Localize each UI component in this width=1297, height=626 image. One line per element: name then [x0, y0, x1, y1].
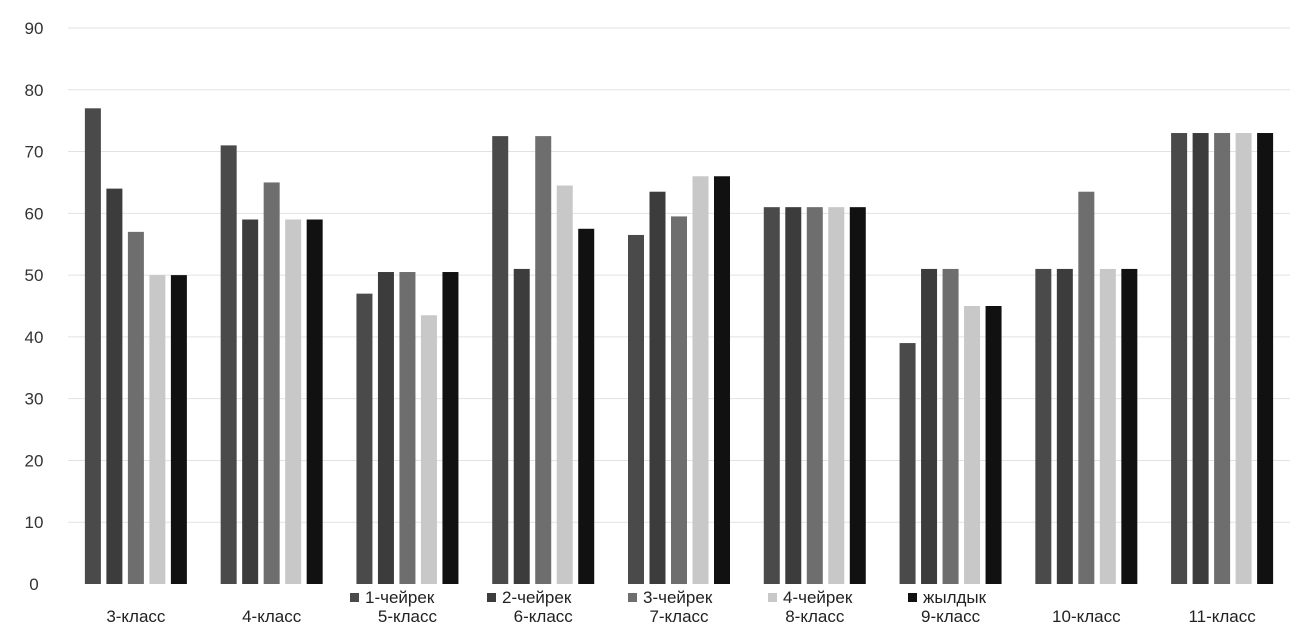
- x-category-label: 6-класс: [514, 607, 574, 626]
- bar: [1035, 268, 1052, 584]
- bar: [1056, 268, 1073, 584]
- bar: [849, 207, 866, 584]
- bar: [170, 275, 187, 584]
- bar: [242, 219, 259, 584]
- bar: [535, 136, 552, 584]
- bar: [556, 185, 573, 585]
- x-category-label: 9-класс: [921, 607, 981, 626]
- legend-swatch: [350, 593, 359, 602]
- legend-label: жылдык: [923, 588, 987, 607]
- x-category-label: 3-класс: [106, 607, 166, 626]
- y-tick-label: 70: [25, 143, 44, 162]
- bar: [692, 176, 709, 584]
- y-tick-label: 50: [25, 266, 44, 285]
- bar: [964, 306, 981, 584]
- bar: [714, 176, 730, 584]
- y-tick-label: 0: [29, 575, 38, 594]
- y-tick-label: 40: [25, 328, 44, 347]
- bar: [285, 219, 302, 584]
- legend-label: 1-чейрек: [365, 588, 435, 607]
- bars: [84, 108, 1274, 585]
- bar: [806, 207, 823, 584]
- bar: [899, 343, 916, 584]
- bar: [149, 275, 166, 584]
- bar: [649, 191, 666, 584]
- bar: [263, 182, 280, 584]
- y-tick-label: 30: [25, 390, 44, 409]
- x-category-label: 4-класс: [242, 607, 302, 626]
- bar: [127, 231, 144, 584]
- legend-swatch: [768, 593, 777, 602]
- bar: [921, 268, 938, 584]
- bar: [942, 268, 959, 584]
- bar: [306, 219, 323, 584]
- bar: [1099, 268, 1116, 584]
- bar: [420, 315, 437, 584]
- bar: [1078, 191, 1095, 584]
- bar: [1257, 133, 1274, 584]
- bar: [220, 145, 237, 584]
- bar: [106, 188, 123, 584]
- bar: [84, 108, 101, 585]
- bar: [1235, 133, 1252, 584]
- x-axis-category-labels: 3-класс 4-класс 5-класс 6-класс 7-класс 8-кла…: [106, 607, 1256, 626]
- legend-swatch: [908, 593, 917, 602]
- x-category-label: 8-класс: [785, 607, 845, 626]
- legend-swatch: [628, 593, 637, 602]
- y-axis-ticks: 0 10 20 30 40 50 60 70 80 90: [25, 19, 44, 594]
- legend: 1-чейрек 2-чейрек 3-чейрек 4-чейрек жылдык: [350, 588, 987, 607]
- x-category-label: 5-класс: [378, 607, 438, 626]
- bar: [356, 293, 373, 584]
- bar: [985, 306, 1002, 584]
- bar: [1121, 268, 1138, 584]
- bar: [442, 272, 459, 584]
- y-tick-label: 60: [25, 204, 44, 223]
- legend-label: 4-чейрек: [783, 588, 853, 607]
- bar: [1171, 133, 1188, 584]
- y-tick-label: 10: [25, 513, 44, 532]
- bar: [828, 207, 845, 584]
- legend-swatch: [487, 593, 496, 602]
- bar: [1192, 133, 1209, 584]
- bar: [399, 272, 416, 584]
- bar: [785, 207, 802, 584]
- bar: [492, 136, 509, 584]
- x-category-label: 10-класс: [1052, 607, 1121, 626]
- y-tick-label: 90: [25, 19, 44, 38]
- legend-label: 3-чейрек: [643, 588, 713, 607]
- legend-label: 2-чейрек: [502, 588, 572, 607]
- bar: [578, 228, 595, 584]
- bar: [628, 234, 644, 584]
- bar: [377, 272, 394, 584]
- bar: [513, 268, 530, 584]
- bar: [1214, 133, 1231, 584]
- y-tick-label: 80: [25, 81, 44, 100]
- bar: [671, 216, 687, 584]
- y-tick-label: 20: [25, 451, 44, 470]
- bar: [763, 207, 780, 584]
- x-category-label: 7-класс: [649, 607, 709, 626]
- x-category-label: 11-класс: [1188, 607, 1256, 626]
